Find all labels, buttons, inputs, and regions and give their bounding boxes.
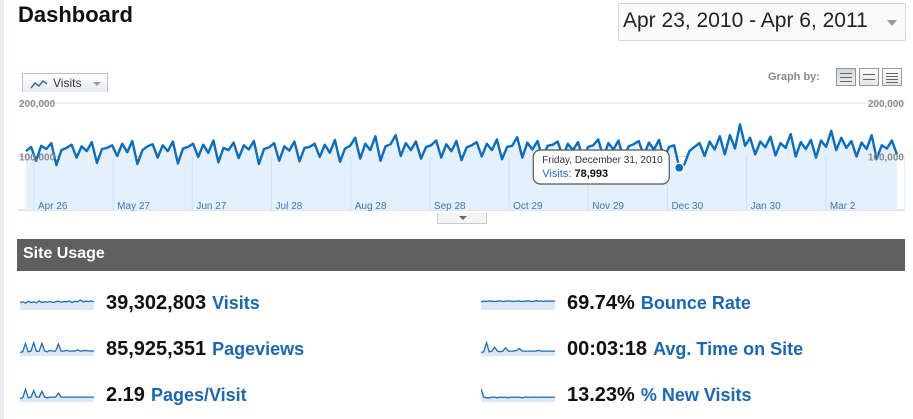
collapse-graph-button[interactable] xyxy=(437,213,487,224)
visits-sparkline xyxy=(20,299,94,310)
x-axis-label: Apr 26 xyxy=(38,201,68,212)
pages-visit-sparkline xyxy=(20,387,94,402)
metric-value: 85,925,351 Pageviews xyxy=(106,338,305,360)
x-axis-label: May 27 xyxy=(117,201,150,212)
x-axis-label: Jul 28 xyxy=(276,201,303,212)
metric-selector-label: Visits xyxy=(53,76,82,90)
visits-chart-svg: 200,000 200,000 100,000 100,000 Apr 26 May 27… xyxy=(18,92,906,215)
week-view-icon[interactable] xyxy=(859,68,879,86)
visits-chart[interactable]: 200,000 200,000 100,000 100,000 Apr 26 May 27… xyxy=(18,92,906,215)
pageviews-sparkline xyxy=(20,340,94,356)
metric-label: Pageviews xyxy=(212,339,305,359)
y-axis-label-right: 200,000 xyxy=(868,99,905,110)
x-axis-label: Aug 28 xyxy=(355,201,387,212)
tooltip-date: Friday, December 31, 2010 xyxy=(542,155,663,166)
metric-selector-tab[interactable]: Visits xyxy=(22,73,108,93)
y-axis-label-right: 100,000 xyxy=(868,153,905,164)
metric-label: Pages/Visit xyxy=(150,385,247,405)
metric-label: Bounce Rate xyxy=(640,293,751,313)
metric-label: % New Visits xyxy=(640,385,752,405)
metric-value: 69.74% Bounce Rate xyxy=(567,292,751,314)
tooltip-value: Visits: 78,993 xyxy=(542,168,608,180)
metric-label: Avg. Time on Site xyxy=(653,339,804,359)
site-usage-title: Site Usage xyxy=(23,245,105,262)
date-range-value: Apr 23, 2010 - Apr 6, 2011 xyxy=(623,9,868,32)
month-view-icon[interactable] xyxy=(882,68,902,86)
metric-value: 00:03:18 Avg. Time on Site xyxy=(567,338,804,360)
avg-time-sparkline xyxy=(481,340,555,356)
site-usage-header: Site Usage xyxy=(17,239,905,271)
metric-value: 2.19 Pages/Visit xyxy=(106,384,247,406)
y-axis-label-left: 100,000 xyxy=(19,153,56,164)
page-title: Dashboard xyxy=(18,2,133,27)
chevron-down-icon xyxy=(93,82,101,86)
x-axis-label: Dec 30 xyxy=(671,201,703,212)
new-visits-sparkline xyxy=(481,388,555,402)
x-axis-label: Sep 28 xyxy=(434,201,466,212)
left-border xyxy=(0,0,4,419)
x-axis-label: Jan 30 xyxy=(751,201,781,212)
graph-by-label: Graph by: xyxy=(768,71,820,83)
y-axis-label-left: 200,000 xyxy=(19,99,56,110)
x-axis-label: Mar 2 xyxy=(830,201,856,212)
date-range-selector[interactable]: Apr 23, 2010 - Apr 6, 2011 xyxy=(618,3,906,41)
metric-value: 13.23%% New Visits xyxy=(567,384,752,406)
x-axis-label: Jun 27 xyxy=(196,201,226,212)
x-axis-label: Nov 29 xyxy=(592,201,624,212)
day-view-icon[interactable] xyxy=(836,68,856,86)
highlighted-point xyxy=(674,162,685,173)
line-chart-icon xyxy=(30,78,48,92)
chevron-down-icon xyxy=(459,216,467,220)
metric-value: 39,302,803 Visits xyxy=(106,292,260,314)
chart-tooltip: Friday, December 31, 2010 Visits: 78,993 xyxy=(532,149,670,185)
metric-label: Visits xyxy=(212,293,260,313)
x-axis-label: Oct 29 xyxy=(513,201,543,212)
chevron-down-icon xyxy=(887,20,897,26)
visits-line xyxy=(25,123,899,169)
bounce-rate-sparkline xyxy=(481,300,555,310)
